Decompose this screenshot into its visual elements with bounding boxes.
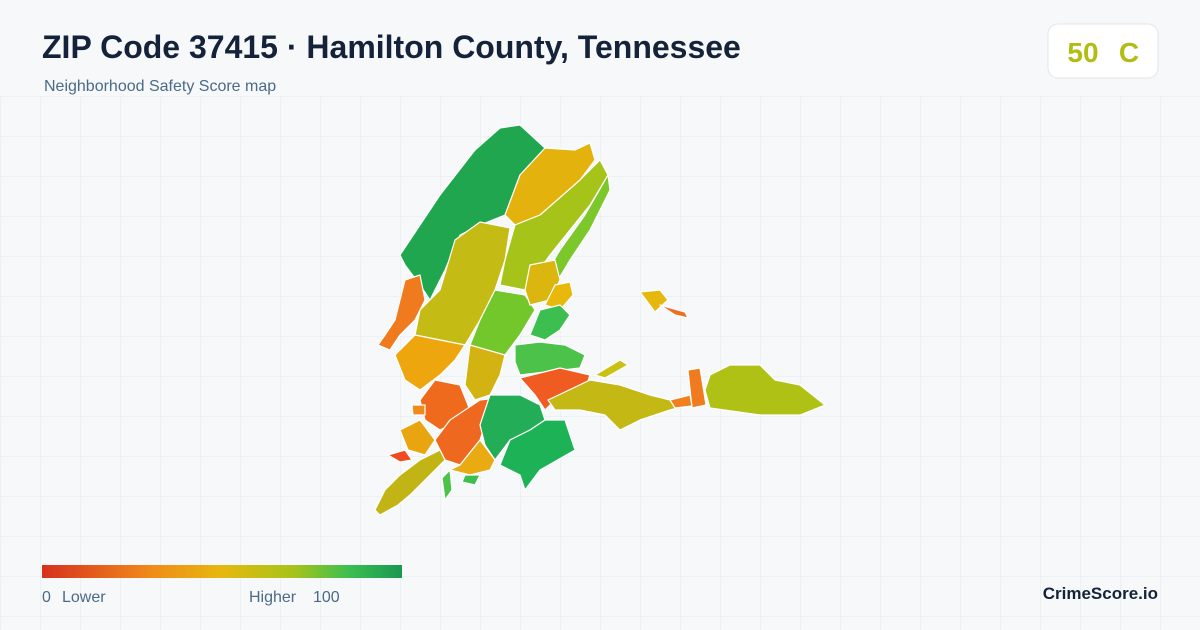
region bbox=[411, 404, 426, 416]
region bbox=[399, 419, 436, 456]
brand: CrimeScore.io bbox=[1043, 584, 1158, 603]
region bbox=[704, 364, 826, 416]
legend-max-label: Higher bbox=[249, 589, 297, 606]
legend-min-label: Lower bbox=[62, 589, 106, 606]
region bbox=[594, 359, 629, 379]
score-grade: C bbox=[1119, 37, 1139, 68]
region bbox=[387, 449, 413, 463]
region bbox=[669, 394, 693, 409]
title: ZIP Code 37415 · Hamilton County, Tennes… bbox=[42, 29, 741, 65]
subtitle: Neighborhood Safety Score map bbox=[44, 78, 276, 95]
region bbox=[441, 469, 453, 501]
region bbox=[529, 304, 571, 341]
region bbox=[414, 221, 511, 346]
score-box bbox=[1047, 23, 1159, 79]
region bbox=[639, 289, 669, 313]
region bbox=[499, 159, 609, 291]
legend-max: 100 bbox=[313, 589, 340, 606]
region bbox=[374, 449, 446, 516]
region bbox=[547, 379, 691, 431]
legend-bar bbox=[42, 565, 402, 578]
region bbox=[461, 474, 481, 486]
region bbox=[544, 281, 574, 311]
region bbox=[499, 419, 576, 491]
legend-min: 0 bbox=[42, 589, 51, 606]
region bbox=[659, 304, 689, 319]
region bbox=[514, 341, 586, 376]
region bbox=[394, 334, 466, 391]
map bbox=[374, 124, 826, 516]
region bbox=[377, 274, 426, 351]
score-value: 50 bbox=[1067, 37, 1098, 68]
